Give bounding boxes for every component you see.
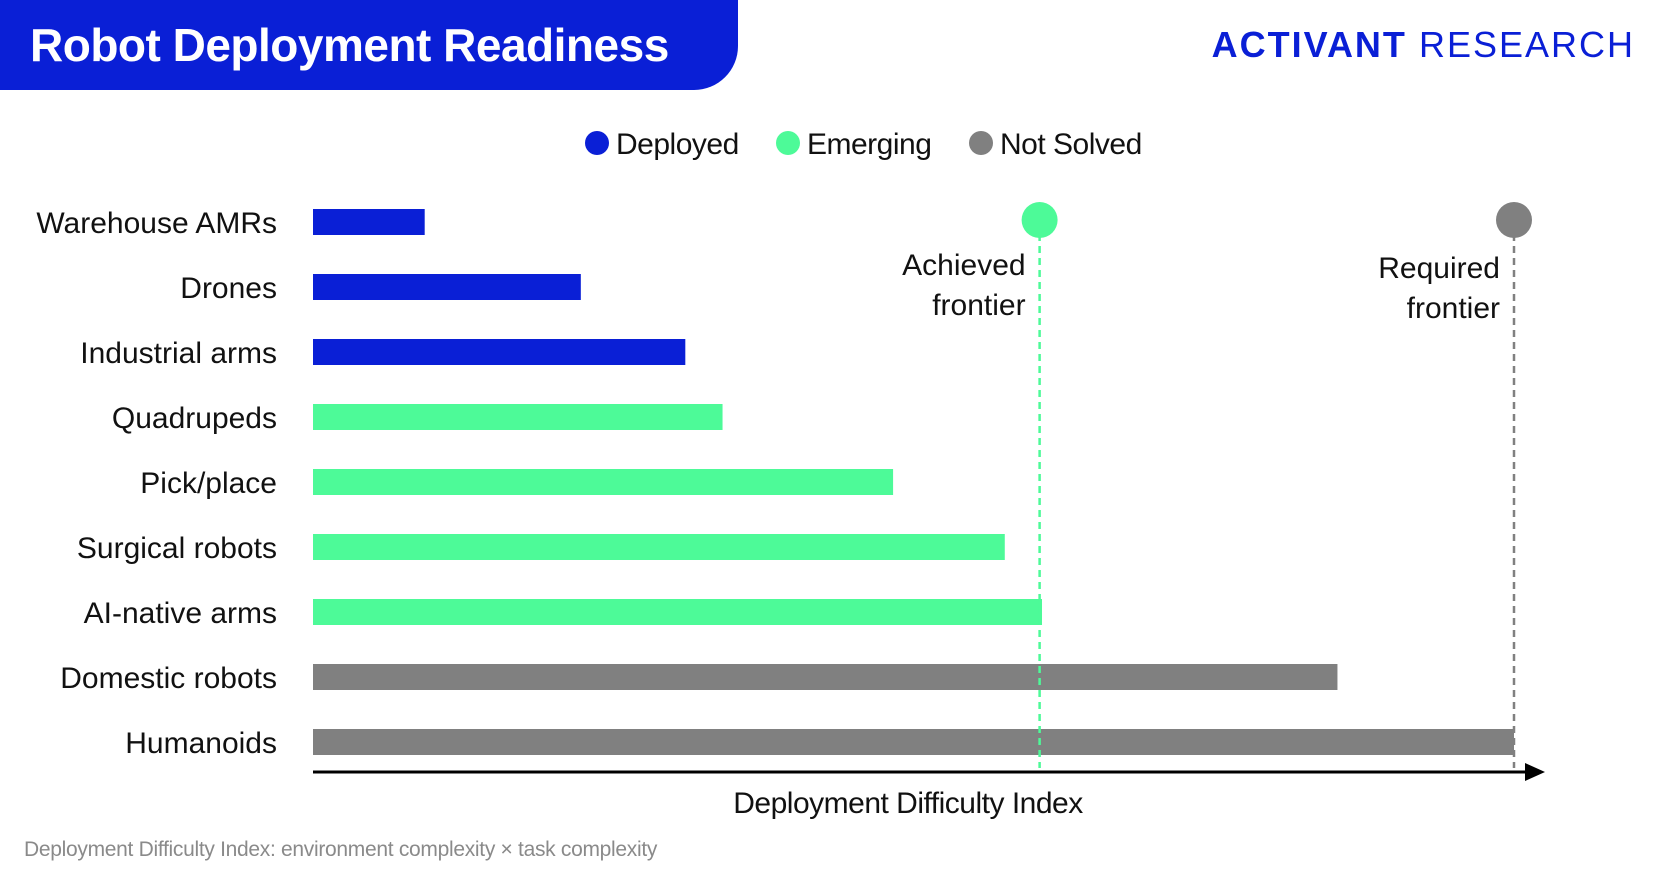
legend-marker [969, 131, 993, 155]
brand-secondary: RESEARCH [1418, 24, 1635, 65]
bar-warehouse-amrs [313, 209, 425, 235]
category-label: Pick/place [140, 467, 277, 500]
category-label: Humanoids [125, 727, 277, 760]
frontier-label: Achieved [902, 249, 1025, 282]
frontier-label: frontier [1407, 292, 1500, 325]
legend-marker [776, 131, 800, 155]
category-label: Surgical robots [77, 532, 277, 565]
category-label: Drones [180, 272, 277, 305]
legend-label: Not Solved [1000, 128, 1142, 161]
frontier-label: Required [1378, 252, 1500, 285]
bar-domestic-robots [313, 664, 1338, 690]
brand-logo: ACTIVANT RESEARCH [1212, 24, 1635, 66]
bar-humanoids [313, 729, 1514, 755]
legend-label: Deployed [616, 128, 739, 161]
x-axis-label: Deployment Difficulty Index [733, 787, 1083, 820]
bar-ai-native-arms [313, 599, 1043, 625]
category-label: Quadrupeds [112, 402, 277, 435]
bar-drones [313, 274, 581, 300]
footnote: Deployment Difficulty Index: environment… [24, 838, 658, 861]
title-banner: Robot Deployment Readiness [0, 0, 738, 90]
bar-quadrupeds [313, 404, 723, 430]
page-title: Robot Deployment Readiness [30, 19, 669, 71]
frontier-marker [1496, 202, 1532, 238]
legend-label: Emerging [807, 128, 931, 161]
category-label: Industrial arms [80, 337, 277, 370]
category-label: AI-native arms [84, 597, 277, 630]
frontier-marker [1021, 202, 1058, 238]
category-label: Domestic robots [60, 662, 277, 695]
bar-surgical-robots [313, 534, 1005, 560]
frontier-label: frontier [932, 289, 1025, 322]
category-label: Warehouse AMRs [36, 207, 277, 240]
legend-marker [585, 131, 609, 155]
bar-pick-place [313, 469, 894, 495]
brand-primary: ACTIVANT [1211, 24, 1407, 65]
bar-industrial-arms [313, 339, 686, 365]
x-axis-arrow [1525, 763, 1545, 781]
